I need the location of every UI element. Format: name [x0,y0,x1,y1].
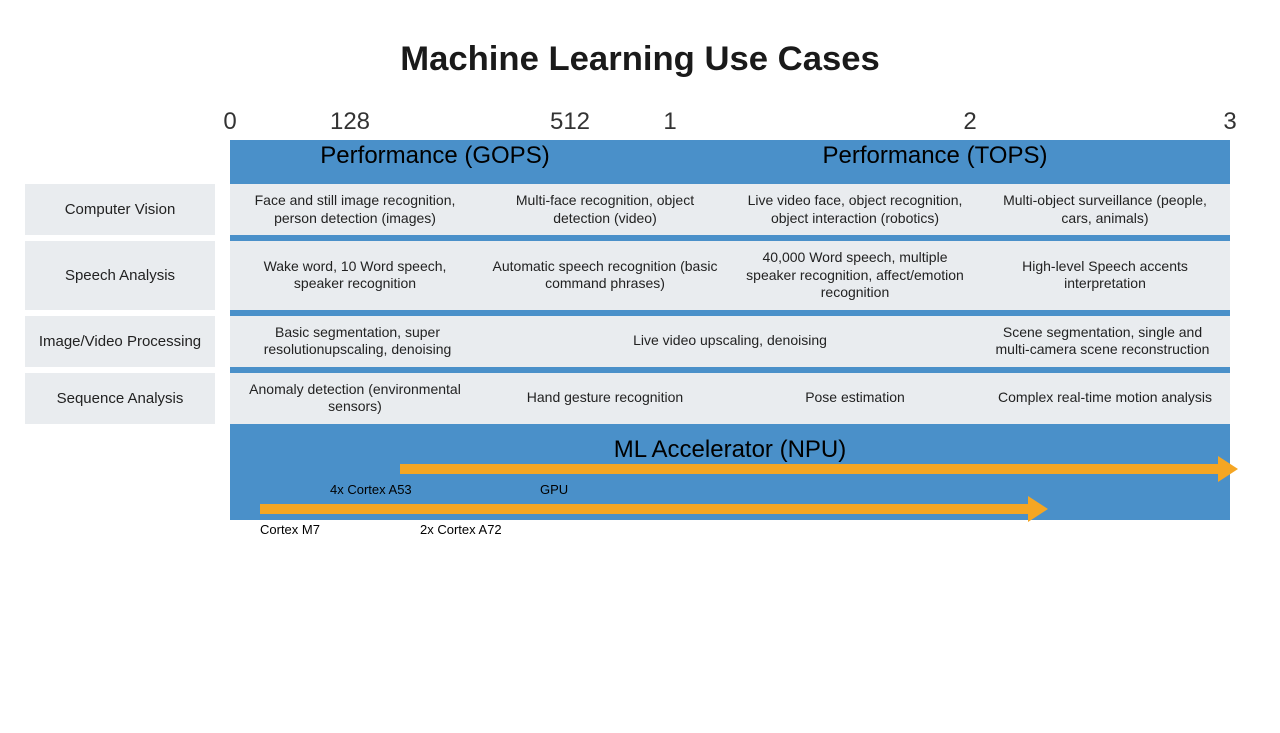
chart-stage: 0128512123 Performance (GOPS) Performanc… [230,100,1230,545]
cpu-label: 4x Cortex A53 [330,482,412,497]
cell: Live video face, object recognition, obj… [730,184,980,235]
page-title: Machine Learning Use Cases [0,40,1280,79]
cell: Scene segmentation, single and multi-cam… [975,316,1230,367]
axis-tick: 0 [223,108,236,136]
cell: Complex real-time motion analysis [980,373,1230,424]
cpu-label: Cortex M7 [260,522,320,537]
axis-tick: 128 [330,108,370,136]
axis-tick: 512 [550,108,590,136]
rows-container: Computer VisionFace and still image reco… [230,184,1230,424]
cpu-label: 2x Cortex A72 [420,522,502,537]
cell: Multi-object surveillance (people, cars,… [980,184,1230,235]
cell: Pose estimation [730,373,980,424]
cell: High-level Speech accents interpretation [980,241,1230,310]
cell: Live video upscaling, denoising [485,316,975,367]
cell: Anomaly detection (environmental sensors… [230,373,480,424]
npu-arrow-icon [260,504,1030,514]
axis-tick: 1 [663,108,676,136]
row-label: Speech Analysis [25,241,215,310]
row-label: Computer Vision [25,184,215,235]
axis-labels: 0128512123 [230,100,1230,140]
table-row: Sequence AnalysisAnomaly detection (envi… [230,373,1230,424]
row-label: Image/Video Processing [25,316,215,367]
axis-tick: 2 [963,108,976,136]
table-row: Image/Video ProcessingBasic segmentation… [230,316,1230,367]
cell: Basic segmentation, super resolutionupsc… [230,316,485,367]
performance-header: Performance (GOPS) Performance (TOPS) [230,140,1230,184]
table-row: Speech AnalysisWake word, 10 Word speech… [230,241,1230,310]
cell: Face and still image recognition, person… [230,184,480,235]
cell: Hand gesture recognition [480,373,730,424]
cell: Automatic speech recognition (basic comm… [480,241,730,310]
perf-header-left: Performance (GOPS) [230,140,640,184]
table-row: Computer VisionFace and still image reco… [230,184,1230,235]
row-label: Sequence Analysis [25,373,215,424]
npu-band: ML Accelerator (NPU) 4x Cortex A53 GPU Cor… [230,430,1230,545]
npu-label: ML Accelerator (NPU) [614,436,847,464]
cell: Wake word, 10 Word speech, speaker recog… [230,241,480,310]
perf-header-right: Performance (TOPS) [640,140,1230,184]
cpu-label: GPU [540,482,568,497]
cell: Multi-face recognition, object detection… [480,184,730,235]
npu-arrow-icon [400,464,1220,474]
cell: 40,000 Word speech, multiple speaker rec… [730,241,980,310]
axis-tick: 3 [1223,108,1236,136]
